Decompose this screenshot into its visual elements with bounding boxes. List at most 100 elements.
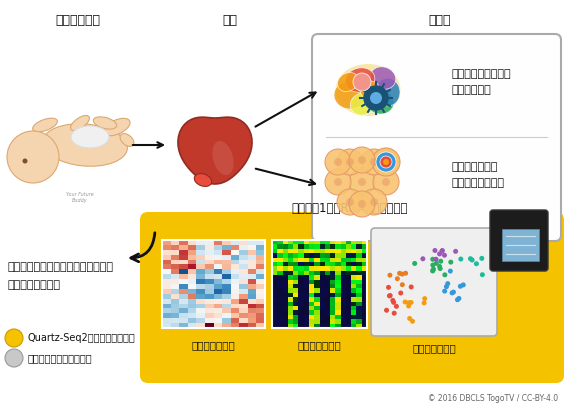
- Circle shape: [440, 248, 445, 253]
- Circle shape: [437, 251, 442, 256]
- Bar: [162, 284, 171, 289]
- Bar: [214, 255, 222, 259]
- Bar: [351, 288, 357, 293]
- Bar: [272, 275, 277, 280]
- Bar: [304, 324, 309, 328]
- Bar: [196, 313, 205, 318]
- Bar: [304, 258, 309, 262]
- Circle shape: [397, 271, 402, 276]
- Bar: [293, 240, 298, 244]
- Bar: [277, 249, 282, 253]
- Bar: [325, 271, 330, 275]
- Bar: [304, 297, 309, 302]
- Bar: [277, 258, 282, 262]
- Bar: [272, 324, 277, 328]
- Bar: [362, 262, 367, 266]
- Bar: [357, 288, 362, 293]
- Bar: [341, 302, 346, 306]
- Bar: [325, 319, 330, 324]
- Bar: [357, 262, 362, 266]
- Bar: [293, 293, 298, 297]
- Bar: [256, 274, 265, 279]
- Circle shape: [373, 169, 399, 195]
- Bar: [298, 249, 304, 253]
- Bar: [231, 284, 239, 289]
- Bar: [330, 271, 335, 275]
- Bar: [222, 279, 231, 284]
- Bar: [341, 297, 346, 302]
- Circle shape: [461, 282, 466, 287]
- Bar: [346, 293, 351, 297]
- Bar: [277, 324, 282, 328]
- Bar: [309, 266, 314, 271]
- Bar: [272, 319, 277, 324]
- Bar: [346, 258, 351, 262]
- Bar: [248, 279, 256, 284]
- Bar: [362, 306, 367, 310]
- Bar: [248, 250, 256, 255]
- Bar: [304, 266, 309, 271]
- Ellipse shape: [194, 173, 211, 186]
- Bar: [214, 318, 222, 323]
- Bar: [162, 294, 171, 299]
- Circle shape: [361, 189, 387, 215]
- Bar: [222, 264, 231, 269]
- Bar: [239, 245, 248, 250]
- Bar: [288, 280, 293, 284]
- Circle shape: [349, 191, 375, 217]
- Bar: [362, 280, 367, 284]
- Bar: [346, 253, 351, 258]
- Bar: [330, 253, 335, 258]
- Bar: [330, 258, 335, 262]
- Circle shape: [442, 288, 447, 293]
- Bar: [162, 308, 171, 313]
- Circle shape: [7, 131, 59, 183]
- Bar: [335, 280, 341, 284]
- Bar: [256, 313, 265, 318]
- Bar: [325, 315, 330, 319]
- Bar: [341, 275, 346, 280]
- Bar: [196, 255, 205, 259]
- Bar: [335, 253, 341, 258]
- Circle shape: [422, 296, 427, 301]
- Bar: [256, 308, 265, 313]
- Bar: [188, 294, 196, 299]
- Bar: [351, 310, 357, 315]
- Bar: [188, 255, 196, 259]
- Circle shape: [430, 263, 435, 268]
- Bar: [309, 275, 314, 280]
- Bar: [196, 308, 205, 313]
- Bar: [188, 245, 196, 250]
- Bar: [351, 258, 357, 262]
- Bar: [171, 313, 179, 318]
- Bar: [351, 253, 357, 258]
- Bar: [346, 288, 351, 293]
- Bar: [214, 245, 222, 250]
- Bar: [351, 271, 357, 275]
- Bar: [171, 323, 179, 328]
- Circle shape: [480, 272, 485, 277]
- Bar: [304, 284, 309, 288]
- Bar: [171, 269, 179, 274]
- Bar: [231, 264, 239, 269]
- Bar: [179, 284, 188, 289]
- Bar: [288, 315, 293, 319]
- Circle shape: [325, 169, 351, 195]
- Bar: [272, 244, 277, 249]
- Bar: [277, 288, 282, 293]
- Bar: [304, 249, 309, 253]
- Bar: [319, 288, 325, 293]
- Bar: [362, 310, 367, 315]
- Bar: [304, 315, 309, 319]
- Circle shape: [437, 264, 442, 269]
- Bar: [335, 310, 341, 315]
- Bar: [357, 271, 362, 275]
- Bar: [248, 294, 256, 299]
- Bar: [319, 284, 325, 288]
- Bar: [314, 253, 319, 258]
- Bar: [330, 262, 335, 266]
- Bar: [298, 284, 304, 288]
- Bar: [351, 240, 357, 244]
- Bar: [272, 293, 277, 297]
- Bar: [214, 299, 222, 303]
